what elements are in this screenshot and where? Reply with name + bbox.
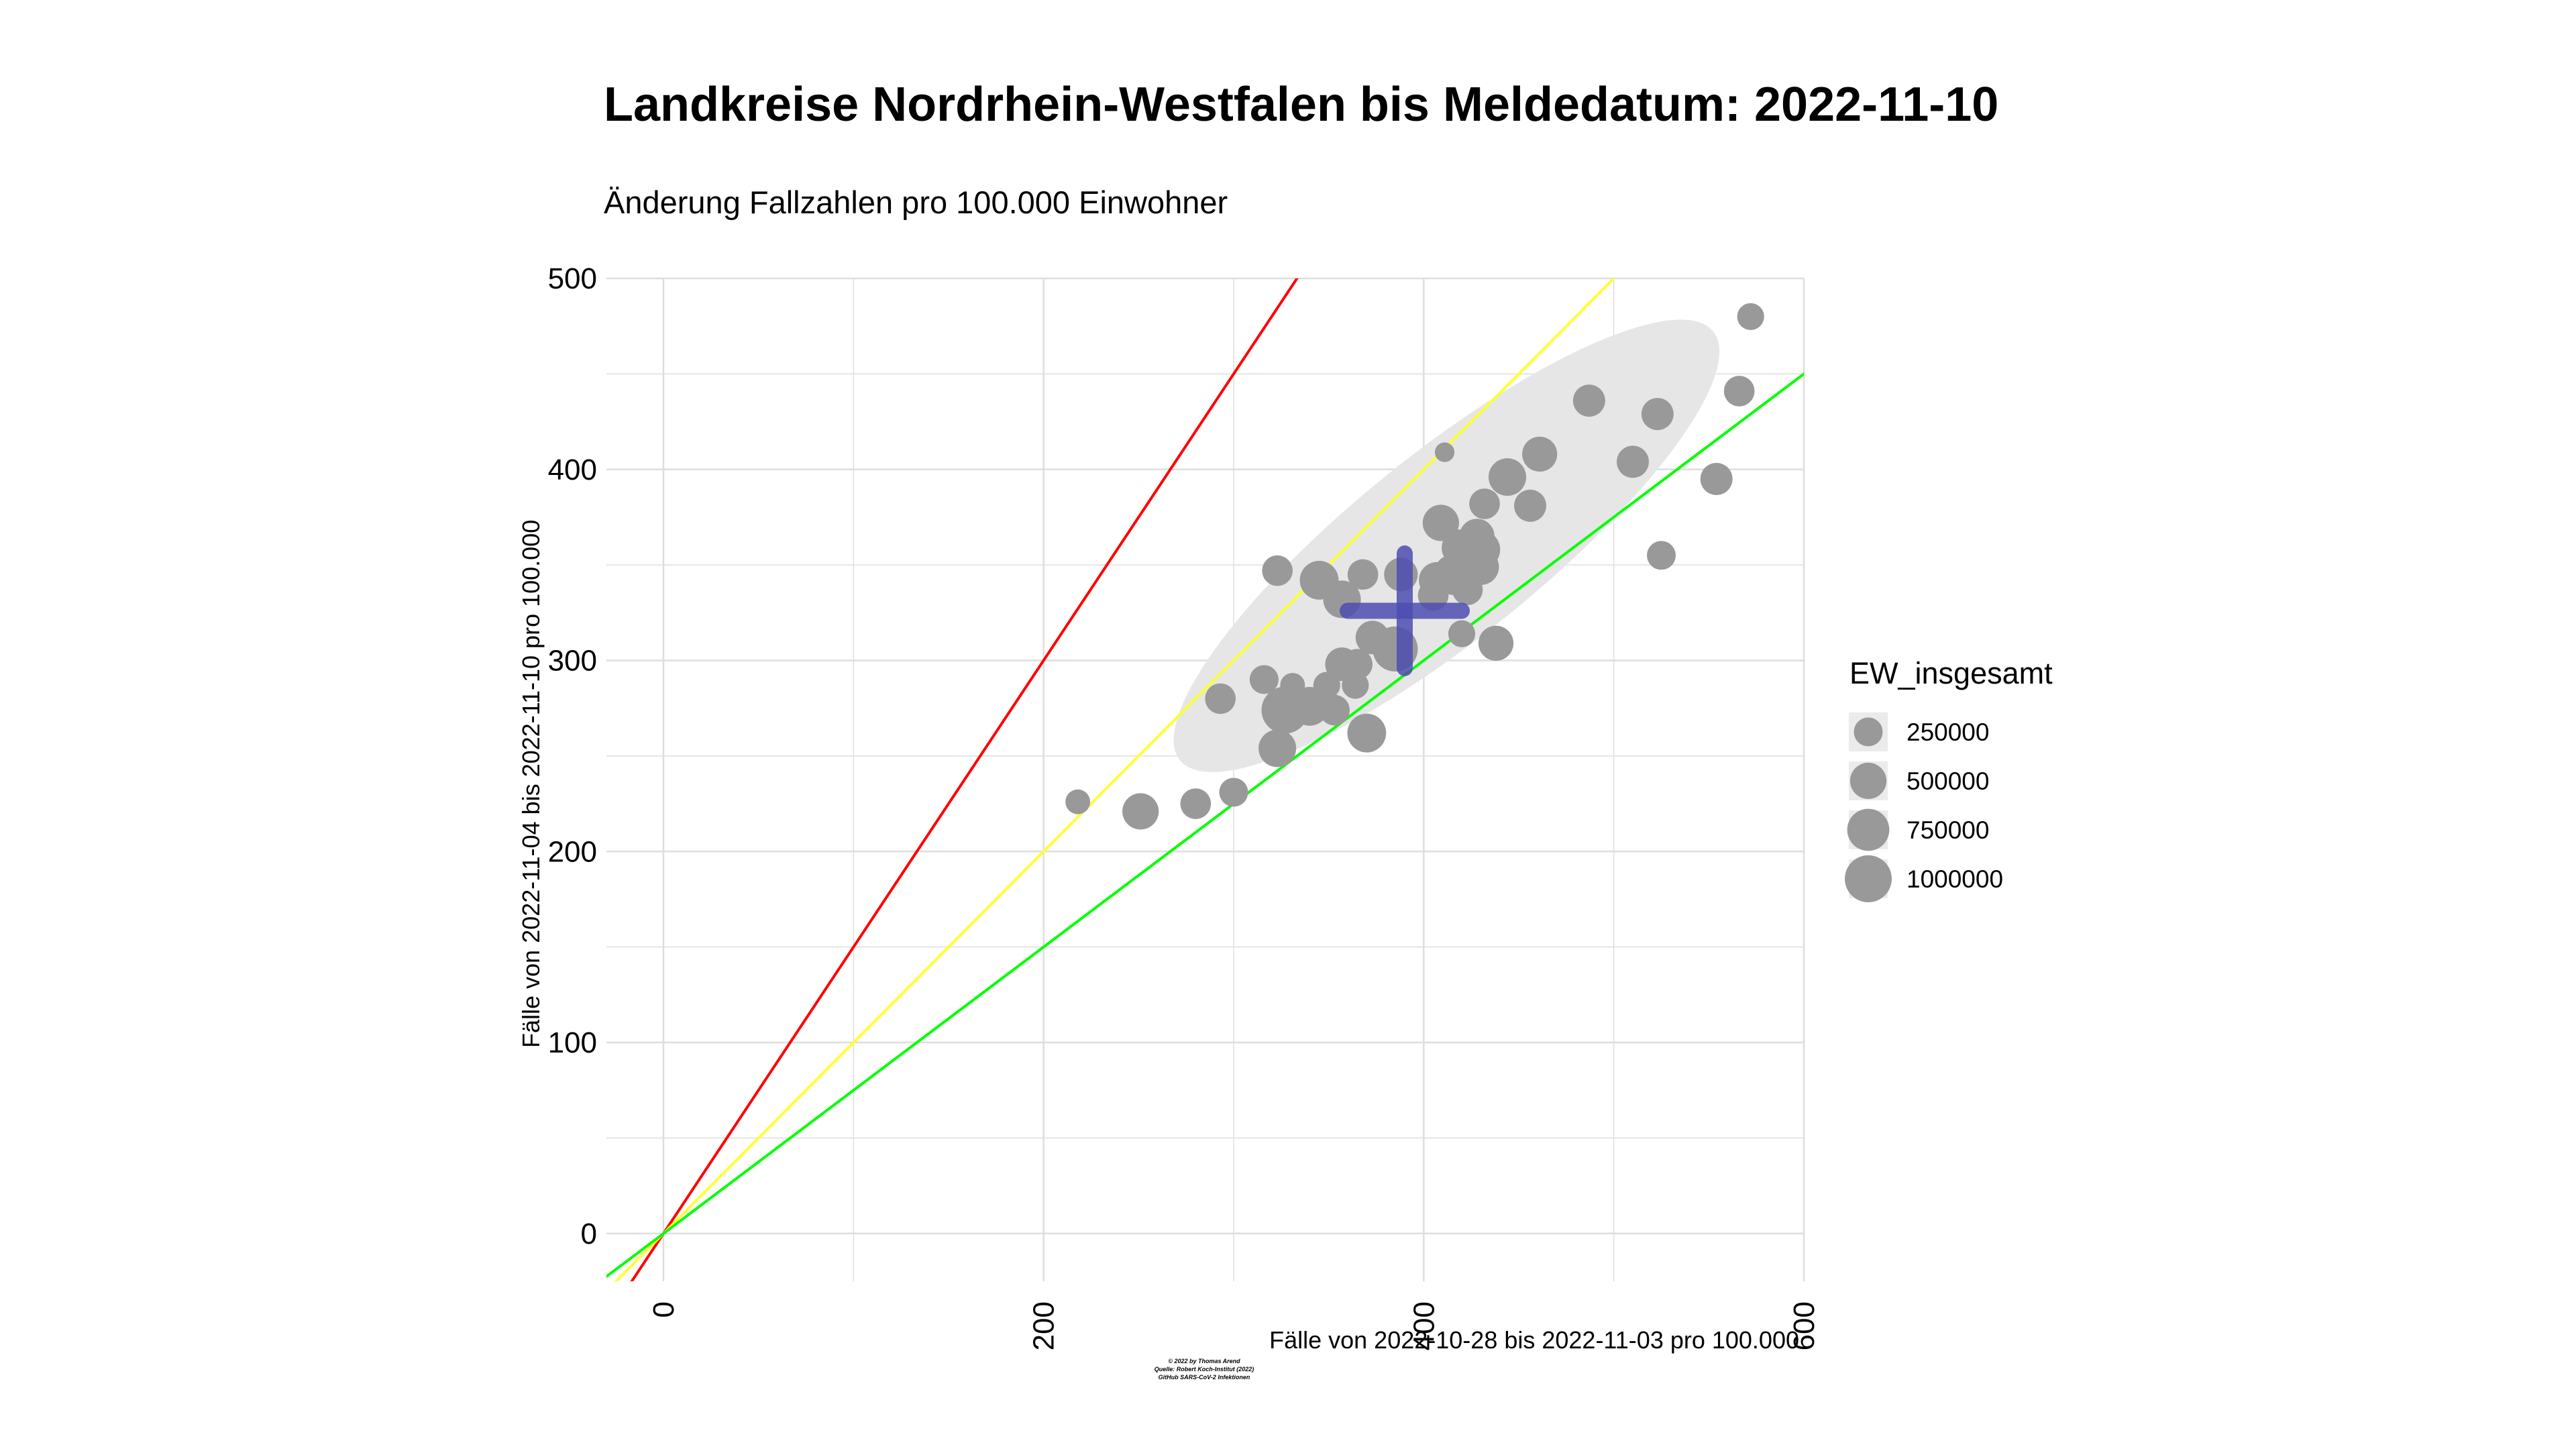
x-tick-label: 200 [1028,1301,1061,1350]
scatter-point [1617,445,1649,478]
x-tick-label: 0 [647,1301,680,1318]
scatter-point [1249,665,1279,694]
scatter-point [1205,683,1236,714]
caption-source: Quelle: Robert Koch-Institut (2022) [1155,1366,1254,1373]
scatter-point [1723,376,1755,407]
scatter-point [1065,789,1091,814]
y-tick-label: 100 [548,1026,597,1059]
reference-line-2 [614,278,1616,1281]
caption: © 2022 by Thomas Arend Quelle: Robert Ko… [1155,1358,1254,1381]
scatter-point [1522,436,1558,472]
y-tick-label: 400 [548,453,597,486]
legend: EW_insgesamt 250000 500000 750000 1000000 [1845,656,2053,902]
legend-label: 750000 [1907,816,1989,844]
scatter-point [1319,694,1350,726]
chart-title: Landkreise Nordrhein-Westfalen bis Melde… [604,78,1998,131]
caption-github: GitHub SARS-CoV-2 Infektionen [1159,1374,1250,1381]
x-tick-label: 400 [1407,1301,1440,1350]
reference-line-3 [606,372,1804,1279]
x-axis-title: Fälle von 2022-10-28 bis 2022-11-03 pro … [1269,1326,1799,1354]
scatter-point [1347,713,1387,753]
scatter-point [1700,463,1733,495]
y-tick-label: 0 [581,1218,597,1250]
scatter-point [1347,559,1379,590]
scatter-point [1219,777,1248,807]
axis-ticks: 0 100 200 300 400 500 0 200 400 600 [548,262,1821,1350]
caption-copyright: © 2022 by Thomas Arend [1168,1358,1240,1364]
scatter-point [1641,398,1674,431]
y-axis-title: Fälle von 2022-11-04 bis 2022-11-10 pro … [517,520,545,1048]
scatter-point [1258,729,1297,767]
scatter-point [1462,548,1499,586]
legend-key-point [1854,717,1883,747]
reference-line-1 [630,278,1299,1281]
scatter-point [1262,555,1293,586]
y-tick-label: 300 [548,645,597,678]
legend-label: 250000 [1907,718,1989,746]
legend-key-point [1847,808,1890,851]
scatter-point [1478,625,1514,661]
scatter-point [1572,384,1605,417]
x-tick-label: 600 [1788,1301,1821,1350]
scatter-point [1342,649,1373,680]
scatter-point [1514,489,1546,522]
chart-subtitle: Änderung Fallzahlen pro 100.000 Einwohne… [604,184,1228,220]
legend-key-point [1845,855,1892,902]
legend-key-point [1849,762,1887,800]
scatter-point [1434,442,1455,462]
scatter-point [1448,620,1476,647]
scatter-point [1737,303,1764,331]
reference-lines [606,278,1804,1281]
y-tick-label: 200 [548,835,597,868]
scatter-point [1469,488,1500,519]
scatter-point [1422,504,1459,541]
scatter-point [1290,686,1330,726]
scatter-point [1180,788,1212,819]
scatter-point [1342,672,1369,699]
y-tick-label: 500 [548,262,597,295]
legend-label: 1000000 [1907,865,2003,893]
legend-title: EW_insgesamt [1849,656,2053,690]
scatter-point [1122,793,1159,830]
mean-marker [1340,545,1470,676]
scatter-point [1647,541,1676,570]
scatter-point [1488,458,1527,496]
legend-label: 500000 [1907,767,1989,795]
